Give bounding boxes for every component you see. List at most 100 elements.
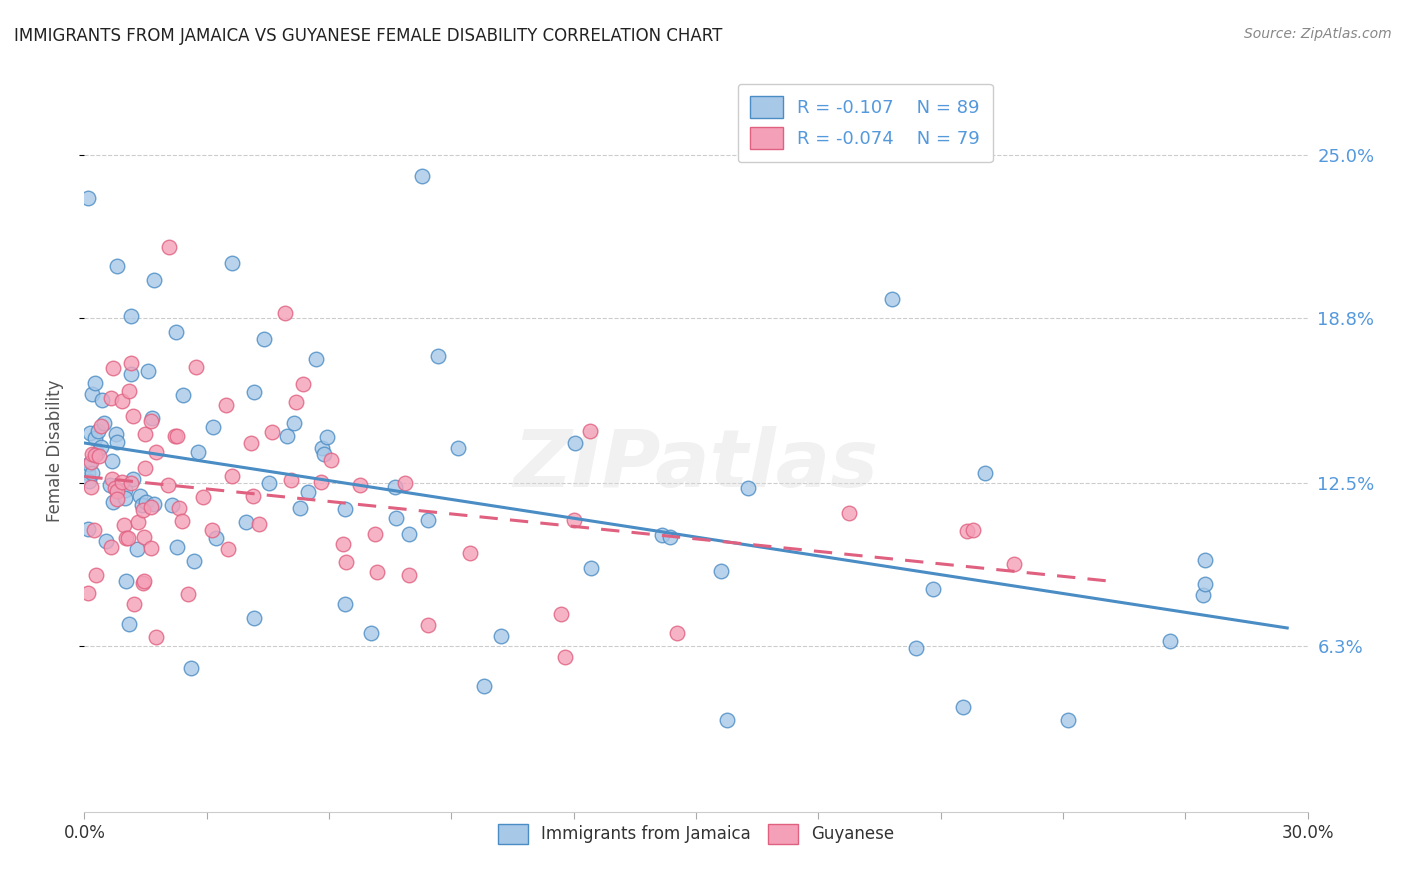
Point: [922, 582, 945, 596]
Point: [142, 273, 165, 287]
Point: [249, 516, 271, 531]
Point: [1159, 634, 1181, 648]
Point: [311, 442, 333, 456]
Point: [90, 441, 112, 455]
Point: [952, 699, 974, 714]
Point: [111, 393, 134, 408]
Point: [201, 420, 224, 434]
Point: [86, 446, 108, 460]
Point: [112, 518, 135, 533]
Point: [118, 384, 141, 398]
Point: [166, 541, 188, 555]
Point: [217, 542, 239, 557]
Point: [105, 435, 128, 450]
Point: [1002, 557, 1025, 571]
Point: [280, 473, 302, 487]
Point: [132, 576, 155, 591]
Point: [366, 565, 388, 579]
Point: [1194, 577, 1216, 591]
Point: [118, 617, 141, 632]
Point: [242, 489, 264, 503]
Point: [101, 360, 124, 375]
Point: [115, 531, 138, 545]
Point: [180, 661, 202, 675]
Point: [91, 392, 114, 407]
Point: [314, 447, 336, 461]
Point: [315, 429, 337, 443]
Point: [550, 607, 572, 621]
Point: [257, 475, 280, 490]
Point: [384, 480, 406, 494]
Point: [90, 419, 112, 434]
Point: [120, 367, 142, 381]
Point: [333, 502, 356, 516]
Point: [110, 475, 132, 489]
Point: [394, 476, 416, 491]
Point: [427, 349, 450, 363]
Point: [115, 574, 138, 589]
Point: [80, 455, 103, 469]
Point: [418, 618, 440, 632]
Point: [1057, 713, 1080, 727]
Point: [127, 541, 149, 556]
Point: [160, 498, 183, 512]
Text: Source: ZipAtlas.com: Source: ZipAtlas.com: [1244, 27, 1392, 41]
Point: [335, 555, 357, 569]
Point: [332, 537, 354, 551]
Point: [101, 453, 124, 467]
Point: [120, 475, 142, 490]
Point: [127, 515, 149, 529]
Point: [737, 481, 759, 495]
Point: [165, 325, 187, 339]
Point: [93, 416, 115, 430]
Point: [562, 512, 585, 526]
Point: [716, 713, 738, 727]
Point: [139, 414, 162, 428]
Point: [77, 466, 100, 480]
Point: [187, 444, 209, 458]
Point: [145, 630, 167, 644]
Point: [458, 546, 481, 560]
Point: [114, 491, 136, 505]
Point: [114, 483, 136, 498]
Text: IMMIGRANTS FROM JAMAICA VS GUYANESE FEMALE DISABILITY CORRELATION CHART: IMMIGRANTS FROM JAMAICA VS GUYANESE FEMA…: [14, 27, 723, 45]
Point: [145, 445, 167, 459]
Point: [134, 461, 156, 475]
Point: [710, 564, 733, 578]
Point: [297, 485, 319, 500]
Point: [141, 541, 163, 555]
Point: [100, 540, 122, 554]
Point: [554, 650, 576, 665]
Point: [491, 629, 513, 643]
Point: [134, 427, 156, 442]
Point: [131, 498, 153, 512]
Point: [447, 441, 470, 455]
Point: [398, 567, 420, 582]
Point: [305, 351, 328, 366]
Point: [235, 515, 257, 529]
Point: [172, 388, 194, 402]
Point: [157, 240, 180, 254]
Point: [321, 453, 343, 467]
Point: [239, 435, 262, 450]
Point: [135, 495, 157, 509]
Point: [309, 475, 332, 489]
Point: [98, 477, 121, 491]
Point: [215, 398, 238, 412]
Point: [579, 424, 602, 438]
Point: [79, 426, 101, 441]
Point: [288, 501, 311, 516]
Point: [167, 500, 190, 515]
Point: [80, 466, 103, 480]
Point: [136, 364, 159, 378]
Point: [105, 483, 128, 498]
Point: [139, 500, 162, 514]
Point: [384, 510, 406, 524]
Point: [157, 478, 180, 492]
Point: [105, 259, 128, 273]
Point: [77, 522, 100, 536]
Point: [283, 416, 305, 430]
Point: [579, 561, 602, 575]
Point: [77, 586, 100, 600]
Point: [292, 376, 315, 391]
